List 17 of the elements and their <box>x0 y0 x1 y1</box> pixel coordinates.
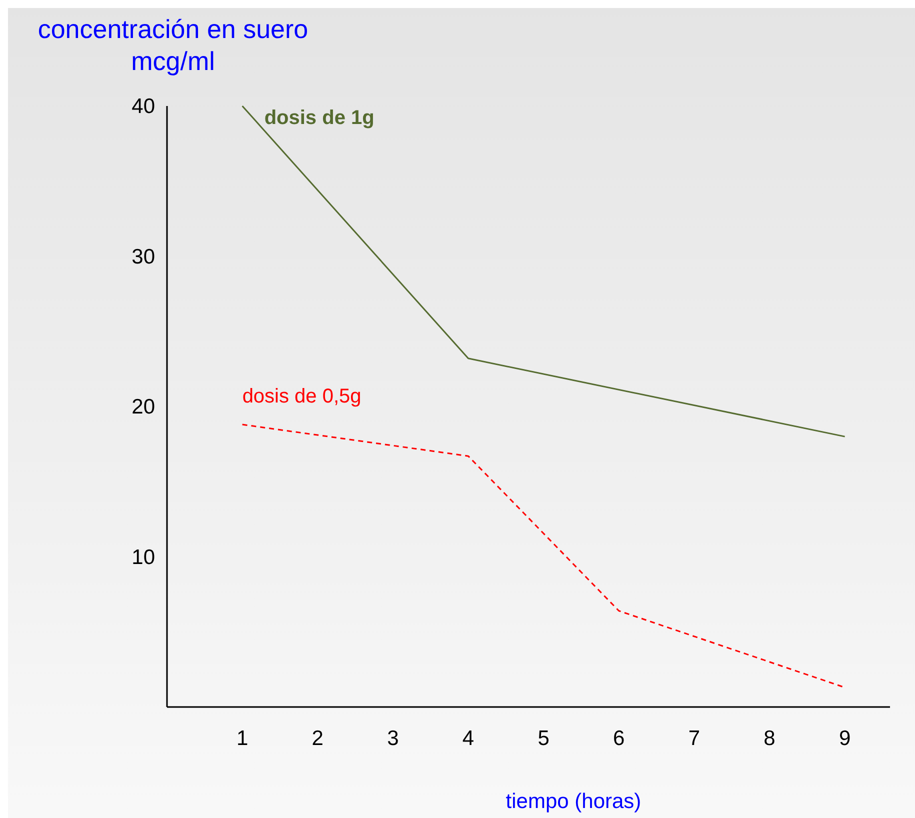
y-tick-label: 40 <box>132 95 155 118</box>
x-tick-label: 8 <box>764 727 776 750</box>
x-tick-label: 6 <box>613 727 625 750</box>
series-label: dosis de 0,5g <box>242 386 362 408</box>
x-tick-label: 3 <box>387 727 399 750</box>
x-tick-label: 4 <box>462 727 474 750</box>
x-tick-label: 7 <box>688 727 700 750</box>
series-label: dosis de 1g <box>264 107 374 129</box>
x-axis-title: tiempo (horas) <box>506 790 642 813</box>
y-tick-label: 20 <box>132 396 155 418</box>
y-axis-title: concentración en suero mcg/ml <box>38 14 308 76</box>
x-tick-label: 2 <box>312 727 324 750</box>
x-tick-label: 1 <box>236 727 248 750</box>
y-tick-label: 10 <box>132 546 155 569</box>
x-tick-label: 5 <box>538 727 550 750</box>
y-tick-label: 30 <box>132 245 155 268</box>
x-tick-label: 9 <box>838 727 851 750</box>
